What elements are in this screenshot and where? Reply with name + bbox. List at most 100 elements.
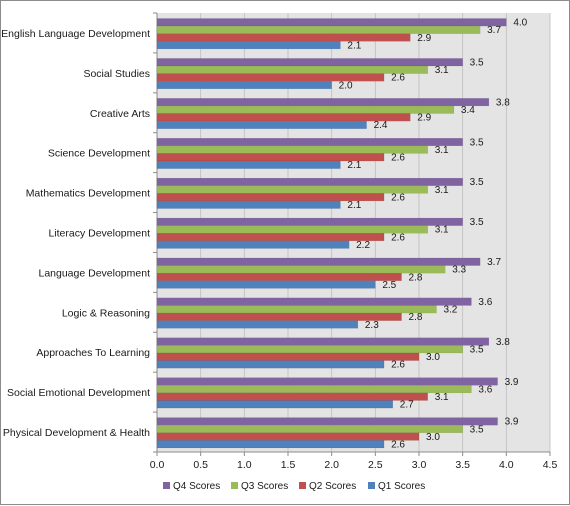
category-label: Science Development — [48, 148, 150, 160]
legend-swatch — [299, 482, 306, 489]
data-label: 3.5 — [470, 424, 484, 435]
bar — [156, 400, 394, 409]
data-label: 3.9 — [505, 377, 519, 388]
category-label: Approaches To Learning — [36, 347, 150, 359]
bar — [156, 360, 385, 369]
data-label: 3.2 — [443, 305, 457, 316]
legend-label: Q1 Scores — [378, 481, 425, 492]
bar — [156, 417, 498, 426]
bar — [156, 432, 420, 441]
x-tick-label: 3.0 — [412, 459, 427, 471]
x-tick-label: 0.0 — [150, 459, 165, 471]
legend-label: Q4 Scores — [173, 481, 220, 492]
bar — [156, 177, 463, 186]
data-label: 4.0 — [513, 18, 527, 29]
data-label: 2.9 — [417, 113, 431, 124]
legend-swatch — [163, 482, 170, 489]
data-label: 2.8 — [409, 272, 423, 283]
bar — [156, 225, 428, 234]
data-label: 3.4 — [461, 105, 475, 116]
category-label: Literacy Development — [48, 228, 150, 240]
legend-label: Q2 Scores — [309, 481, 356, 492]
data-label: 2.8 — [409, 312, 423, 323]
category-label: Logic & Reasoning — [62, 307, 150, 319]
x-tick-label: 4.5 — [543, 459, 558, 471]
data-label: 3.8 — [496, 97, 510, 108]
bar — [156, 145, 428, 154]
x-tick-label: 1.0 — [237, 459, 252, 471]
category-label: Language Development — [38, 267, 150, 279]
bar — [156, 81, 332, 90]
data-label: 2.7 — [400, 400, 414, 411]
bar — [156, 424, 463, 433]
x-tick-label: 2.5 — [368, 459, 383, 471]
bar — [156, 18, 507, 27]
bar — [156, 297, 472, 306]
bar — [156, 257, 481, 266]
data-label: 2.1 — [347, 40, 361, 51]
data-label: 3.1 — [435, 392, 449, 403]
data-label: 2.6 — [391, 232, 405, 243]
bar — [156, 377, 498, 386]
x-tick-label: 1.5 — [281, 459, 296, 471]
bar — [156, 185, 428, 194]
data-label: 3.8 — [496, 337, 510, 348]
data-label: 2.1 — [347, 160, 361, 171]
data-label: 2.9 — [417, 33, 431, 44]
bar — [156, 320, 359, 329]
bar — [156, 33, 411, 42]
data-label: 2.5 — [382, 280, 396, 291]
data-label: 3.6 — [478, 384, 492, 395]
bar — [156, 240, 350, 249]
bar — [156, 345, 463, 354]
data-label: 2.3 — [365, 320, 379, 331]
category-label: English Language Development — [1, 28, 150, 40]
bar — [156, 385, 472, 394]
data-label: 2.4 — [374, 120, 388, 131]
category-label: Social Emotional Development — [7, 387, 150, 399]
x-tick-label: 0.5 — [193, 459, 208, 471]
bar — [156, 272, 402, 281]
data-label: 3.7 — [487, 257, 501, 268]
legend-swatch — [368, 482, 375, 489]
category-label: Mathematics Development — [26, 188, 150, 200]
data-label: 2.6 — [391, 360, 405, 371]
data-label: 3.3 — [452, 265, 466, 276]
legend-swatch — [231, 482, 238, 489]
category-label: Social Studies — [83, 68, 150, 80]
category-label: Creative Arts — [90, 108, 150, 120]
bar — [156, 280, 376, 289]
data-label: 3.1 — [435, 145, 449, 156]
data-label: 3.9 — [505, 417, 519, 428]
data-label: 3.5 — [470, 137, 484, 148]
bar — [156, 98, 490, 107]
data-label: 2.1 — [347, 200, 361, 211]
data-label: 2.6 — [391, 73, 405, 84]
data-label: 3.0 — [426, 352, 440, 363]
bar — [156, 265, 446, 274]
bar — [156, 65, 428, 74]
bar — [156, 113, 411, 122]
data-label: 3.0 — [426, 432, 440, 443]
data-label: 3.5 — [470, 217, 484, 228]
x-tick-label: 2.0 — [324, 459, 339, 471]
bar — [156, 305, 437, 314]
data-label: 3.5 — [470, 177, 484, 188]
legend-label: Q3 Scores — [241, 481, 288, 492]
data-label: 2.6 — [391, 192, 405, 203]
bar — [156, 337, 490, 346]
bar — [156, 440, 385, 449]
data-label: 3.1 — [435, 225, 449, 236]
bar — [156, 392, 428, 401]
data-label: 2.0 — [339, 80, 353, 91]
bar — [156, 233, 385, 242]
x-tick-label: 4.0 — [499, 459, 514, 471]
bar — [156, 25, 481, 34]
data-label: 3.6 — [478, 297, 492, 308]
category-label: Physical Development & Health — [3, 427, 150, 439]
data-label: 3.1 — [435, 65, 449, 76]
bar — [156, 138, 463, 147]
bar — [156, 105, 455, 114]
